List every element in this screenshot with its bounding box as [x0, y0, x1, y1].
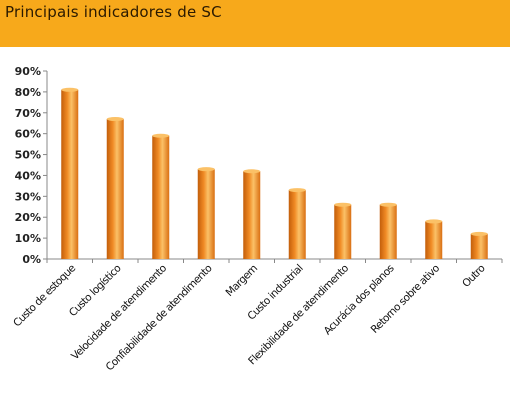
chart-title: Principais indicadores de SC [5, 3, 222, 21]
y-tick-label: 70% [15, 107, 41, 120]
bar-body [106, 119, 124, 260]
y-tick-label: 30% [15, 190, 41, 203]
bar [425, 219, 443, 259]
y-tick-label: 80% [15, 86, 41, 99]
bar [106, 117, 124, 260]
bar [334, 202, 352, 259]
y-tick-labels: 0% 10% 20% 30% 40% 50% 60% 70% 80% 90% [15, 65, 41, 266]
y-tick-label: 50% [15, 149, 41, 162]
bar-top [61, 87, 79, 92]
bar-body [470, 233, 488, 259]
bar-body [379, 204, 397, 259]
bar-body [334, 204, 352, 259]
bar [197, 167, 215, 259]
x-category-label: Outro [460, 263, 487, 290]
y-tick-label: 0% [22, 253, 41, 266]
y-tick-label: 20% [15, 211, 41, 224]
bar-body [425, 221, 443, 259]
bar-top [470, 231, 488, 236]
y-tick-label: 60% [15, 128, 41, 141]
bar-top [243, 169, 261, 174]
bar-top [288, 188, 306, 193]
x-category-label: Velocidade de atendimento [69, 263, 169, 363]
bar-top [106, 117, 124, 122]
bar-chart: 0% 10% 20% 30% 40% 50% 60% 70% 80% 90% Custo de e… [11, 65, 503, 373]
chart-header: Principais indicadores de SC [0, 0, 510, 47]
x-category-label: Margem [224, 262, 261, 299]
bar [470, 231, 488, 259]
bar-top [425, 219, 443, 224]
bar-top [197, 167, 215, 172]
bar-top [379, 202, 397, 207]
bar-body [197, 169, 215, 259]
y-tick-label: 90% [15, 65, 41, 78]
y-tick-label: 40% [15, 169, 41, 182]
bar [61, 87, 79, 259]
chart-bars [61, 87, 488, 260]
bar-body [152, 135, 170, 259]
bar [243, 169, 261, 259]
x-category-label: Custo de estoque [11, 263, 78, 330]
bar-body [243, 171, 261, 259]
bar [152, 133, 170, 259]
bar-body [288, 190, 306, 259]
bar-body [61, 89, 79, 259]
bar-top [334, 202, 352, 207]
bar [288, 188, 306, 259]
bar [379, 202, 397, 259]
y-tick-label: 10% [15, 232, 41, 245]
bar-top [152, 133, 170, 138]
